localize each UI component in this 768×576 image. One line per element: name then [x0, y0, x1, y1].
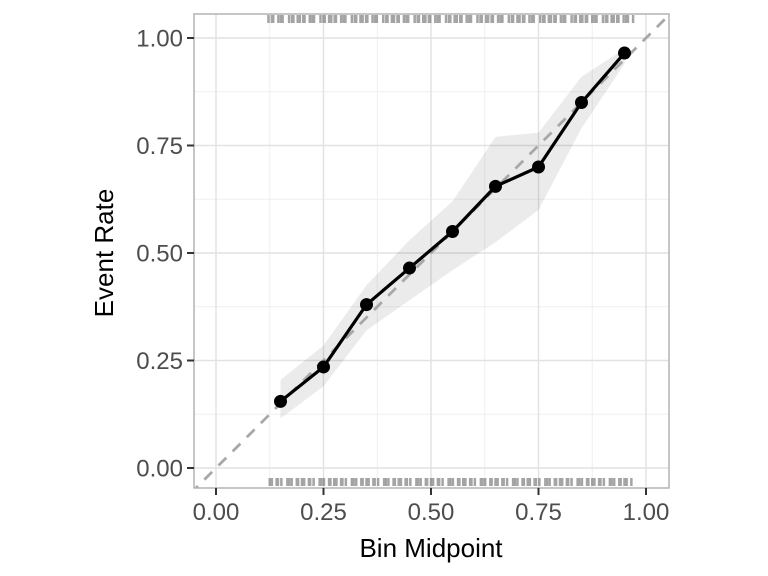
rug-top — [267, 15, 635, 23]
calibration-point — [274, 394, 287, 408]
y-axis-tick-label: 1.00 — [136, 26, 183, 53]
y-axis-tick-label: 0.25 — [136, 348, 183, 375]
calibration-point — [446, 225, 459, 238]
calibration-point — [317, 360, 330, 374]
gridlines — [194, 14, 669, 488]
y-axis-tick-label: 0.50 — [136, 241, 183, 268]
calibration-point — [489, 179, 502, 193]
calibration-point — [575, 96, 588, 109]
calibration-point — [532, 160, 545, 174]
axes: 0.00 0.25 0.50 0.75 1.00 0.00 0.25 0.50 0.75 1.00 — [136, 26, 669, 527]
y-axis-tick-label: 0.75 — [136, 133, 183, 160]
x-axis-tick-label: 0.00 — [193, 499, 240, 526]
data-layer — [194, 14, 669, 488]
calibration-point — [360, 298, 373, 312]
x-axis-title: Bin Midpoint — [359, 533, 503, 563]
rug-bottom — [268, 478, 633, 486]
x-axis-tick-label: 0.25 — [300, 499, 347, 526]
x-axis-tick-label: 1.00 — [623, 499, 670, 526]
y-axis-tick-label: 0.00 — [136, 456, 183, 483]
x-axis-tick-label: 0.75 — [515, 499, 562, 526]
y-axis-title: Event Rate — [89, 189, 119, 318]
calibration-point — [618, 46, 631, 60]
calibration-point — [403, 261, 416, 275]
x-axis-tick-label: 0.50 — [408, 499, 455, 526]
